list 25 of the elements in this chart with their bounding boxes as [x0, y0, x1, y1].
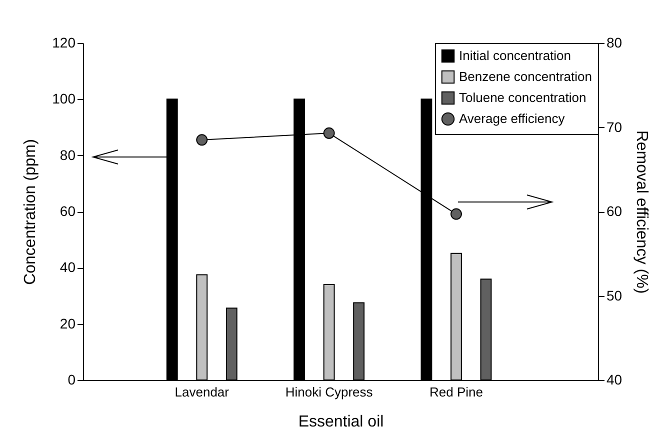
- point: [196, 134, 208, 146]
- y-tick-label: 40: [60, 259, 76, 276]
- y2-tick-label: 50: [606, 287, 622, 304]
- legend-label: Benzene concentration: [459, 69, 592, 84]
- x-tick-label: Red Pine: [429, 384, 483, 400]
- y2-tick-label: 60: [606, 203, 622, 219]
- legend-label: Initial concentration: [459, 48, 572, 63]
- x-tick-label: Lavendar: [174, 384, 230, 400]
- y2-tick-label: 40: [606, 372, 622, 388]
- point: [450, 208, 462, 220]
- y-axis-title: Concentration (ppm): [22, 139, 40, 285]
- point: [323, 127, 335, 139]
- legend-label: Toluene concentration: [459, 90, 586, 105]
- y-tick-label: 60: [60, 203, 76, 219]
- y-tick-label: 20: [60, 315, 76, 332]
- y2-tick-label: 70: [606, 118, 622, 135]
- y-tick-label: 100: [52, 90, 76, 107]
- y-tick-label: 80: [60, 146, 76, 163]
- x-tick-label: Hinoki Cypress: [285, 384, 374, 400]
- x-axis-title: Essential oil: [298, 414, 384, 430]
- y-tick-label: 120: [52, 34, 76, 50]
- y2-axis-title: Removal efficiency (%): [633, 130, 650, 294]
- legend-label: Average efficiency: [459, 111, 566, 126]
- y-tick-label: 0: [68, 372, 76, 388]
- y2-tick-label: 80: [606, 34, 622, 50]
